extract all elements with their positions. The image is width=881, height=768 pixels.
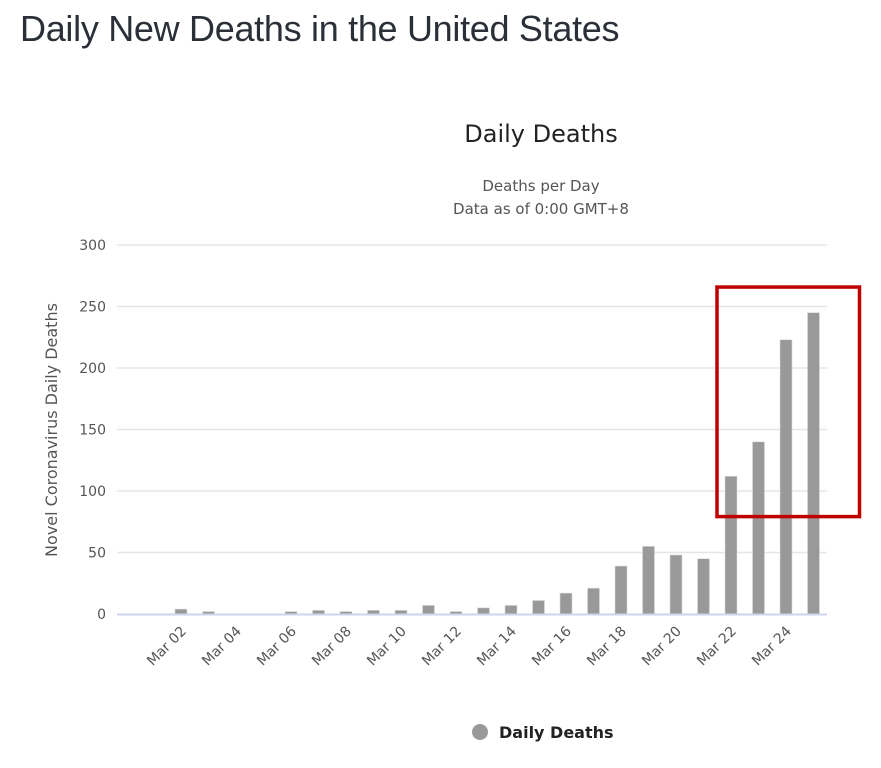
x-tick-label-mar-02: Mar 02 [144, 624, 190, 670]
bar-mar-11[interactable] [422, 605, 435, 615]
bar-mar-20[interactable] [669, 554, 683, 615]
bar-mar-02[interactable] [174, 608, 188, 615]
bar-mar-25[interactable] [807, 312, 820, 615]
x-tick-label-mar-08: Mar 08 [309, 624, 355, 670]
bar-mar-19[interactable] [642, 546, 655, 615]
x-tick-label-mar-22: Mar 22 [694, 624, 740, 670]
x-tick-label-mar-10: Mar 10 [364, 624, 410, 670]
legend[interactable]: Daily Deaths [472, 723, 614, 742]
bar-mar-24[interactable] [779, 339, 793, 615]
x-tick-label-mar-06: Mar 06 [254, 623, 300, 669]
y-tick-label-200: 200 [79, 361, 106, 377]
legend-label-daily-deaths[interactable]: Daily Deaths [499, 723, 614, 742]
bar-mar-23[interactable] [752, 441, 765, 615]
bar-mar-21[interactable] [697, 558, 710, 615]
bar-mar-16[interactable] [559, 592, 573, 615]
bar-mar-22[interactable] [724, 475, 738, 615]
chart-title: Daily Deaths [464, 120, 617, 148]
bar-mar-10[interactable] [394, 610, 408, 615]
y-tick-label-150: 150 [79, 423, 106, 439]
y-tick-label-0: 0 [97, 607, 106, 623]
x-tick-label-mar-24: Mar 24 [749, 623, 795, 669]
x-tick-label-mar-16: Mar 16 [529, 623, 575, 669]
page-title: Daily New Deaths in the United States [20, 8, 620, 49]
y-tick-label-50: 50 [88, 546, 106, 562]
y-axis-ticks: 0 50 100 150 200 250 300 [79, 238, 106, 623]
x-axis-ticks: Mar 02 Mar 04 Mar 06 Mar 08 Mar 10 Mar 12 Mar … [144, 623, 795, 669]
y-tick-label-100: 100 [79, 484, 106, 500]
x-tick-label-mar-04: Mar 04 [199, 623, 245, 669]
y-tick-label-300: 300 [79, 238, 106, 254]
bars [174, 312, 820, 615]
x-tick-label-mar-14: Mar 14 [474, 623, 520, 669]
gridlines [117, 244, 827, 554]
chart-subtitle-line-2: Data as of 0:00 GMT+8 [453, 200, 629, 218]
bar-mar-13[interactable] [477, 607, 490, 615]
bar-mar-18[interactable] [614, 565, 628, 615]
highlight-box [715, 285, 862, 519]
bar-mar-17[interactable] [587, 587, 600, 615]
bar-mar-09[interactable] [367, 610, 380, 615]
bar-mar-14[interactable] [504, 605, 518, 615]
x-tick-label-mar-12: Mar 12 [419, 624, 465, 670]
bar-mar-07[interactable] [312, 610, 325, 615]
legend-marker-icon [472, 724, 488, 740]
x-tick-label-mar-18: Mar 18 [584, 624, 630, 670]
chart-subtitle-line-1: Deaths per Day [482, 177, 599, 195]
y-tick-label-250: 250 [79, 300, 106, 316]
x-tick-label-mar-20: Mar 20 [639, 624, 685, 670]
bar-mar-15[interactable] [532, 600, 545, 615]
y-axis-title: Novel Coronavirus Daily Deaths [42, 303, 61, 557]
